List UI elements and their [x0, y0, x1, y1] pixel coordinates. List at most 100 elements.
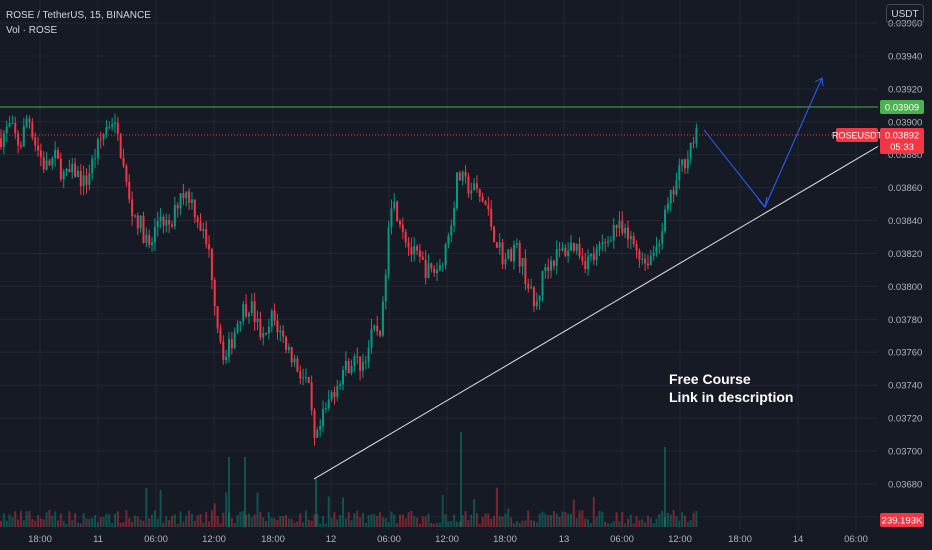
- y-tick-label: 0.03820: [888, 249, 922, 260]
- candle-body: [661, 231, 664, 244]
- volume-bar: [655, 518, 658, 527]
- volume-bar: [460, 432, 462, 527]
- volume-bar: [612, 521, 615, 527]
- volume-bar: [282, 516, 285, 527]
- volume-bar: [153, 510, 156, 527]
- candle-body: [427, 263, 430, 278]
- candle-body: [407, 242, 410, 248]
- candle-body: [91, 158, 94, 174]
- volume-bar: [225, 492, 228, 527]
- candle-body: [99, 139, 102, 141]
- candle-body: [507, 249, 510, 260]
- volume-bar: [438, 522, 441, 527]
- candle-body: [125, 166, 128, 183]
- volume-bar: [114, 513, 116, 527]
- candle-body: [521, 257, 524, 267]
- candle-body: [666, 203, 669, 210]
- candle-body: [629, 235, 632, 240]
- volume-bar: [25, 511, 28, 527]
- candle-body: [239, 321, 242, 324]
- symbol-price-tag: [836, 127, 878, 142]
- volume-bar: [148, 518, 151, 527]
- volume-bar: [256, 492, 259, 527]
- candle-body: [684, 159, 686, 169]
- volume-bar: [493, 515, 496, 527]
- volume-bar: [433, 523, 436, 527]
- volume-bar: [315, 479, 317, 527]
- volume-bar: [532, 520, 535, 527]
- volume-bar: [8, 514, 11, 527]
- volume-bar: [34, 520, 37, 527]
- volume-bar: [37, 515, 40, 527]
- candle-body: [336, 385, 339, 398]
- annotation-line-1: Free Course: [669, 371, 751, 387]
- currency-button[interactable]: USDT: [886, 4, 924, 24]
- volume-bar: [490, 518, 493, 527]
- candle-body: [515, 243, 518, 245]
- volume-bar: [299, 513, 302, 527]
- x-tick-label: 18:00: [728, 534, 752, 545]
- volume-bar: [48, 510, 51, 527]
- volume-bar: [190, 513, 193, 527]
- x-tick-label: 06:00: [377, 534, 401, 545]
- symbol-title[interactable]: ROSE / TetherUS, 15, BINANCE: [6, 10, 151, 21]
- candle-body: [441, 265, 444, 267]
- candle-body: [490, 209, 493, 227]
- volume-bar: [122, 522, 125, 527]
- candle-body: [347, 360, 350, 374]
- candle-body: [384, 274, 387, 302]
- resistance-price-text: 0.03909: [885, 102, 919, 113]
- candle-body: [302, 377, 305, 379]
- volume-bar: [589, 523, 592, 527]
- volume-bar: [387, 522, 390, 527]
- volume-bar: [584, 518, 587, 527]
- candle-body: [139, 215, 142, 229]
- volume-bar: [273, 518, 276, 527]
- volume-bar: [484, 513, 487, 527]
- volume-bar: [31, 518, 34, 527]
- volume-bar: [515, 521, 518, 527]
- volume-bar: [467, 520, 470, 527]
- y-tick-label: 0.03880: [888, 150, 922, 161]
- annotation-line-2: Link in description: [669, 389, 794, 405]
- volume-indicator-title[interactable]: Vol · ROSE: [6, 25, 58, 36]
- volume-bar: [182, 521, 185, 527]
- volume-bar: [470, 514, 473, 527]
- volume-bar: [276, 519, 279, 527]
- volume-bar: [219, 523, 222, 527]
- candle-body: [584, 261, 587, 270]
- volume-bar: [456, 521, 458, 527]
- candle-body: [96, 139, 99, 159]
- candle-body: [598, 244, 601, 250]
- candle-body: [612, 225, 615, 241]
- candle-body: [572, 242, 575, 251]
- candle-body: [481, 196, 484, 202]
- volume-bar: [59, 513, 62, 527]
- volume-bar: [94, 515, 97, 527]
- candle-body: [487, 205, 490, 210]
- candle-body: [267, 326, 270, 334]
- volume-value-label: [880, 513, 924, 527]
- candle-body: [111, 124, 114, 127]
- candle-body: [461, 171, 464, 181]
- volume-bar: [199, 514, 202, 527]
- volume-bar: [381, 517, 384, 527]
- volume-bar: [390, 511, 393, 527]
- candle-body: [287, 347, 290, 351]
- volume-bar: [396, 523, 399, 527]
- volume-bar: [293, 522, 296, 527]
- volume-bar: [632, 523, 635, 527]
- volume-bar: [296, 521, 299, 527]
- candle-body: [570, 242, 572, 251]
- candle-body: [142, 215, 145, 243]
- candle-body: [188, 191, 191, 203]
- volume-bar: [253, 514, 256, 527]
- candle-body: [48, 160, 51, 166]
- candle-body: [94, 158, 97, 160]
- candle-body: [8, 123, 11, 127]
- candle-body: [236, 323, 239, 333]
- volume-bar: [473, 499, 476, 527]
- volume-bar: [513, 523, 515, 527]
- volume-bar: [587, 519, 590, 527]
